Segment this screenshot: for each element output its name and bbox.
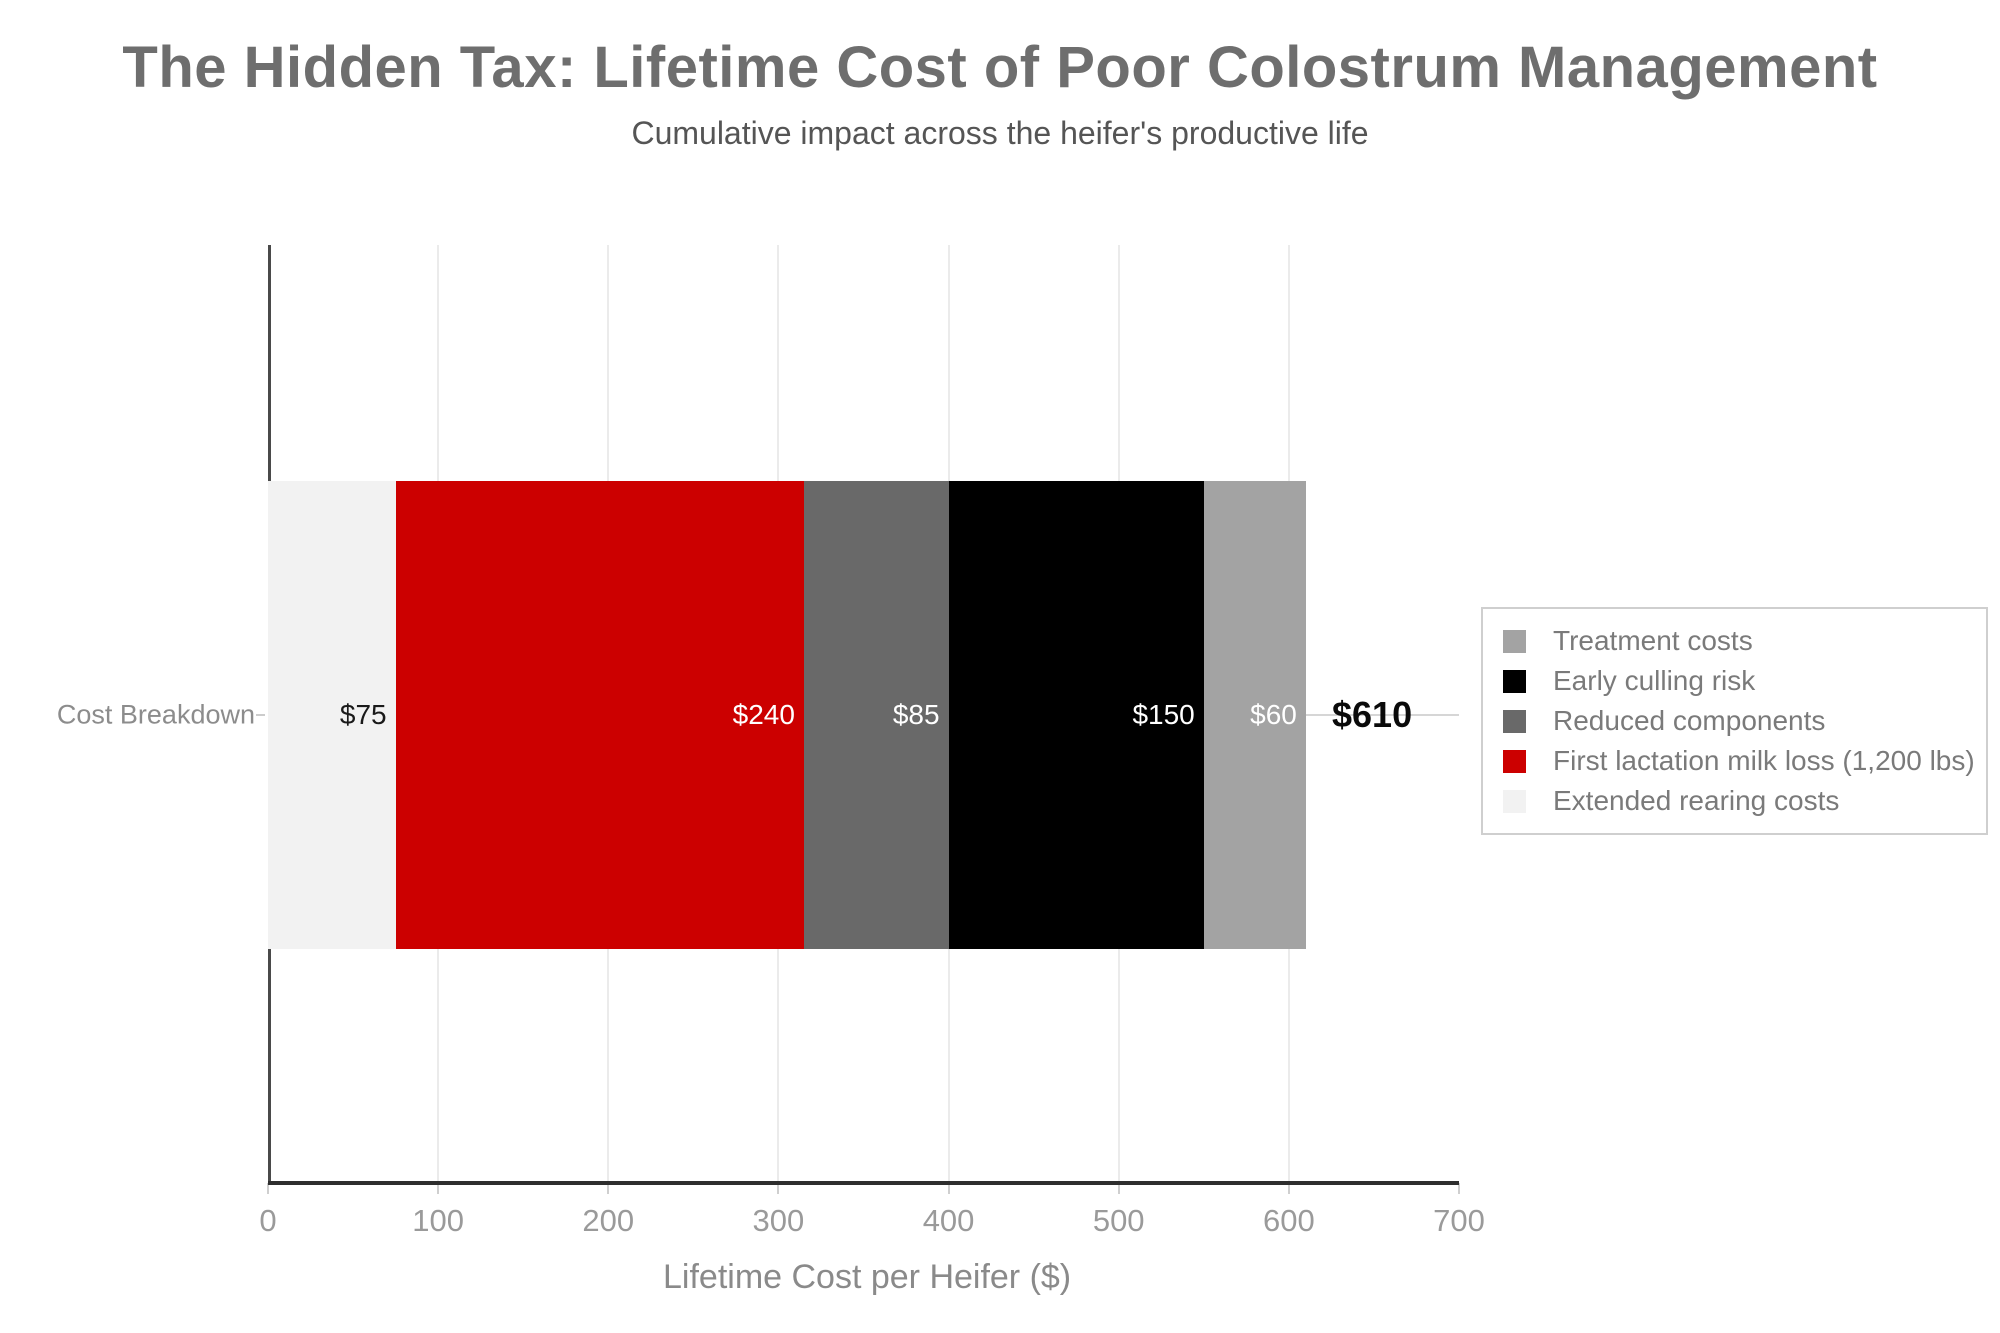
bar-segment-3: $150 [948,481,1204,949]
x-tick-100 [437,1183,440,1194]
legend-rows: Treatment costs Early culling risk Reduced… [1503,621,1986,821]
x-tick-label-400: 400 [922,1203,975,1238]
total-leader-line [1305,714,1459,716]
x-tick-200 [607,1183,610,1194]
x-tick-label-500: 500 [1092,1203,1145,1238]
legend-swatch [1503,669,1526,693]
y-category-label: Cost Breakdown [56,699,255,730]
x-tick-label-0: 0 [259,1203,277,1238]
x-tick-label-700: 700 [1433,1203,1485,1238]
legend-item-4: Extended rearing costs [1503,781,1986,821]
x-tick-0 [267,1183,269,1194]
bar-segment-value-label: $240 [732,699,795,730]
chart-subtitle: Cumulative impact across the heifer's pr… [631,115,1369,151]
legend-item-1: Early culling risk [1503,661,1986,701]
x-tick-400 [947,1183,950,1194]
legend-box: Treatment costs Early culling risk Reduced… [1481,607,1988,835]
bar-segment-value-label: $75 [339,699,387,730]
x-axis-title: Lifetime Cost per Heifer ($) [663,1258,1072,1296]
x-tick-label-300: 300 [752,1203,805,1238]
x-tick-600 [1287,1183,1290,1194]
legend-label: Reduced components [1553,705,1826,736]
legend-swatch [1503,789,1526,813]
legend-swatch [1503,749,1526,773]
stacked-bar: $75 $240 $85 $150 $60 [268,481,1459,949]
bar-segment-4: $60 [1203,481,1306,949]
legend-label: Extended rearing costs [1553,785,1840,816]
y-tick-mark [256,714,265,716]
bar-segment-value-label: $60 [1250,699,1297,730]
legend-label: Treatment costs [1553,625,1753,656]
chart-title: The Hidden Tax: Lifetime Cost of Poor Co… [122,35,1878,100]
legend-swatch [1503,629,1526,653]
legend-label: First lactation milk loss (1,200 lbs) [1553,745,1975,776]
legend-item-3: First lactation milk loss (1,200 lbs) [1503,741,1986,781]
legend-swatch [1503,709,1526,733]
bar-segment-value-label: $85 [892,699,940,730]
legend-item-0: Treatment costs [1503,621,1986,661]
x-tick-300 [777,1183,780,1194]
bar-segment-1: $240 [395,481,804,949]
x-tick-label-600: 600 [1262,1203,1315,1238]
x-tick-label-200: 200 [582,1203,635,1238]
x-tick-700 [1458,1183,1460,1194]
bar-segment-value-label: $150 [1132,699,1195,730]
bar-segment-2: $85 [803,481,949,949]
x-tick-500 [1117,1183,1120,1194]
legend-label: Early culling risk [1553,665,1756,696]
x-tick-label-100: 100 [412,1203,464,1238]
legend-item-2: Reduced components [1503,701,1986,741]
plot-area: $75 $240 $85 $150 $60 0 100 200 300 400 500 600 700 [259,245,1485,1238]
x-axis-line [268,1181,1459,1185]
bar-segment-0: $75 [268,481,396,949]
total-value-label: $610 [1332,694,1413,735]
